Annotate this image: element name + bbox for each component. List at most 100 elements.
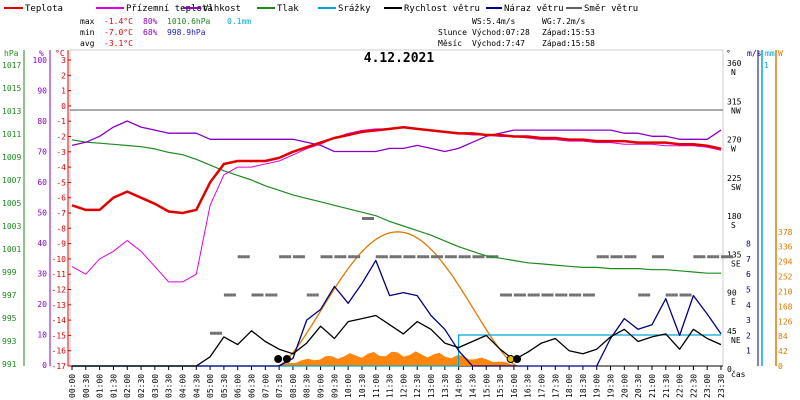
wind-dir-dot <box>630 255 634 259</box>
wind-dir-dot <box>724 255 727 259</box>
wind-dir-dot <box>354 255 358 259</box>
wind-dir-dot <box>481 255 485 259</box>
stat-max-hum: 80% <box>143 17 158 26</box>
wind-dir-dot <box>547 293 551 297</box>
tick-temp: -2 <box>56 133 66 142</box>
tick-hpa: 1007 <box>2 176 21 185</box>
tick-ms: 7 <box>746 255 751 264</box>
moon-set: Západ:15:58 <box>542 39 595 48</box>
unit-wm2: W <box>778 49 783 58</box>
wind-dir-dot <box>674 293 678 297</box>
wind-dir-dot <box>475 255 479 259</box>
wind-direction-series <box>210 217 733 335</box>
tick-hpa: 1003 <box>2 222 21 231</box>
wind-dir-dot <box>323 255 327 259</box>
wind-dir-dot <box>423 255 427 259</box>
wind-dir-dot <box>312 293 316 297</box>
x-tick-label: 06:00 <box>234 374 243 398</box>
wind-dir-dot <box>315 293 319 297</box>
wind-dir-dot <box>298 255 302 259</box>
sun-rise: Východ:07:28 <box>472 28 530 37</box>
wind-dir-dot <box>464 255 468 259</box>
tick-dir: 270 <box>727 136 742 145</box>
x-tick-label: 08:00 <box>289 374 298 398</box>
tick-temp: -11 <box>52 270 67 279</box>
wind-dir-dot <box>519 293 523 297</box>
series-rychlost-v-tru <box>72 314 722 367</box>
x-tick-label: 19:30 <box>607 374 616 398</box>
tick-temp: -13 <box>52 301 67 310</box>
wind-dir-dot <box>727 255 730 259</box>
x-tick-label: 02:00 <box>123 374 132 398</box>
x-tick-label: 17:00 <box>537 374 546 398</box>
wind-dir-dot <box>295 255 299 259</box>
tick-dir-label: SW <box>731 183 741 192</box>
x-tick-label: 16:30 <box>524 374 533 398</box>
tick-wm2: 252 <box>778 273 793 282</box>
tick-hpa: 991 <box>2 360 17 369</box>
tick-pct: 50 <box>37 209 47 218</box>
wind-dir-dot <box>351 255 355 259</box>
tick-dir-label: E <box>731 298 736 307</box>
wind-dir-dot <box>395 255 399 259</box>
wind-dir-dot <box>644 293 648 297</box>
wind-dir-dot <box>431 255 435 259</box>
wind-dir-dot <box>660 255 664 259</box>
wind-dir-dot <box>533 293 537 297</box>
unit-mm: mm <box>765 49 775 58</box>
wind-dir-dot <box>329 255 333 259</box>
wind-dir-dot <box>668 293 672 297</box>
x-tick-label: 02:30 <box>137 374 146 398</box>
tick-hpa: 999 <box>2 268 17 277</box>
solar-series <box>277 231 518 367</box>
sun-set: Západ:15:53 <box>542 28 595 37</box>
wind-dir-dot <box>251 293 255 297</box>
tick-ms: 3 <box>746 316 751 325</box>
legend-tlak: Tlak <box>277 4 299 14</box>
x-tick-label: 13:00 <box>427 374 436 398</box>
wind-dir-dot <box>337 255 341 259</box>
x-tick-label: 21:00 <box>648 374 657 398</box>
tick-dir: 135 <box>727 250 742 259</box>
x-tick-label: 21:30 <box>662 374 671 398</box>
wind-dir-dot <box>309 293 313 297</box>
x-tick-label: 07:30 <box>275 374 284 398</box>
wind-dir-dot <box>426 255 430 259</box>
x-tick-label: 14:30 <box>468 374 477 398</box>
tick-wm2: 84 <box>778 332 788 341</box>
wind-dir-dot <box>641 293 645 297</box>
wind-dir-dot <box>420 255 424 259</box>
tick-wm2: 210 <box>778 287 793 296</box>
wind-dir-dot <box>679 293 683 297</box>
tick-pct: 80 <box>37 117 47 126</box>
legend-vlhkost: Vlhkost <box>203 4 241 14</box>
stat-wg: WG:7.2m/s <box>542 17 586 26</box>
wind-dir-dot <box>292 255 296 259</box>
wind-dir-dot <box>434 255 438 259</box>
wind-dir-dot <box>472 255 476 259</box>
wind-dir-dot <box>326 255 330 259</box>
tick-wm2: 0 <box>778 362 783 371</box>
series-tlak <box>71 139 721 274</box>
series-p-zemn-teplota <box>71 126 722 283</box>
stat-min-press: 998.9hPa <box>167 28 206 37</box>
x-tick-label: 17:30 <box>551 374 560 398</box>
tick-hpa: 993 <box>2 337 17 346</box>
wind-dir-dot <box>361 217 365 220</box>
tick-dir-label: N <box>731 68 736 77</box>
x-tick-label: 01:30 <box>109 374 118 398</box>
x-tick-label: 15:30 <box>496 374 505 398</box>
wind-dir-dot <box>710 255 714 259</box>
legend-srazky: Srážky <box>338 4 371 14</box>
x-axis-label: čas <box>731 369 746 379</box>
stat-min-hum: 68% <box>143 28 158 37</box>
wind-dir-dot <box>561 293 565 297</box>
unit-pct: % <box>39 49 44 58</box>
wind-dir-dot <box>260 293 264 297</box>
wind-dir-dot <box>226 293 230 297</box>
series-teplota <box>71 126 722 215</box>
tick-hpa: 995 <box>2 314 17 323</box>
x-tick-label: 07:00 <box>261 374 270 398</box>
unit-ms: m/s <box>747 49 762 58</box>
wind-dir-dot <box>555 293 559 297</box>
